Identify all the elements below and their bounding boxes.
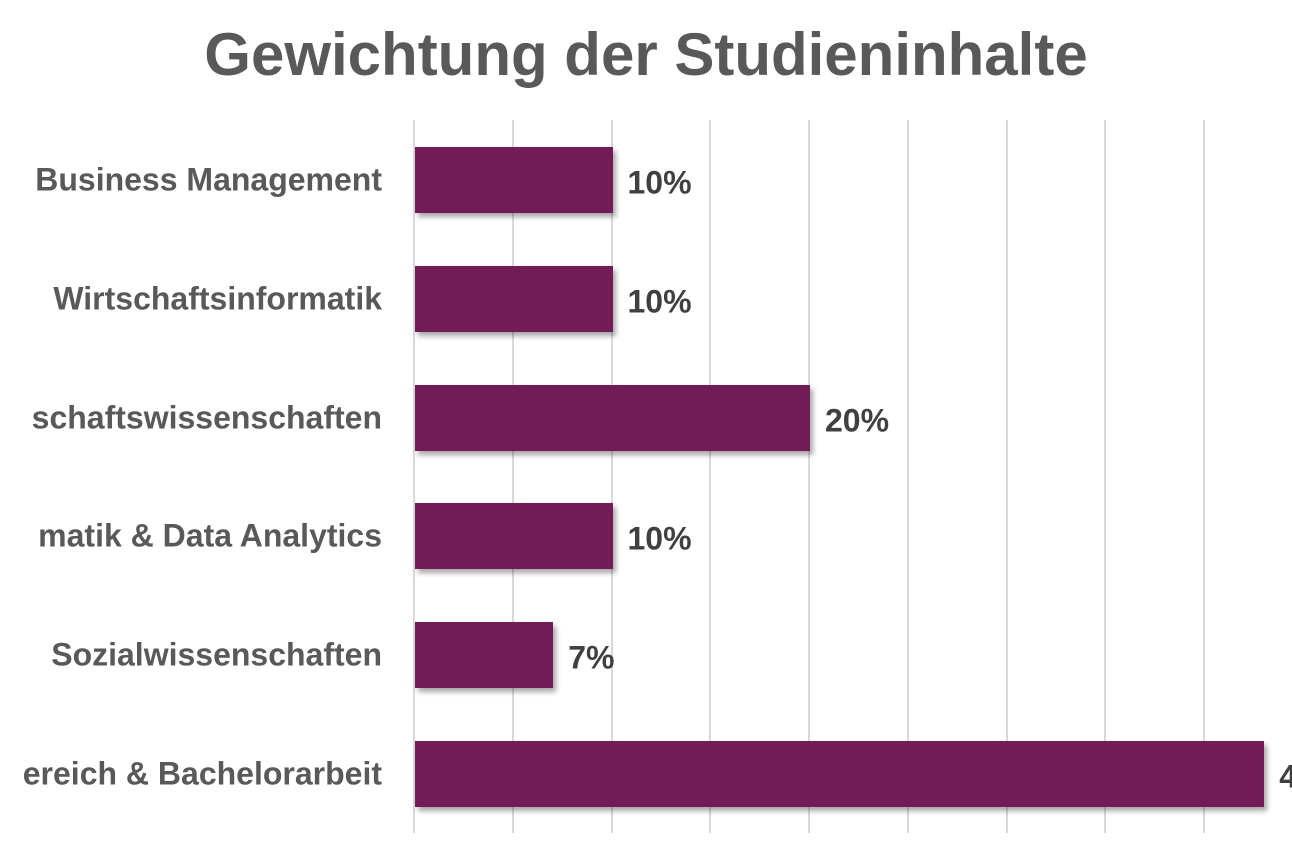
bar — [415, 503, 613, 570]
bar — [415, 741, 1265, 807]
value-label: 20% — [825, 402, 890, 439]
value-label: 10% — [627, 164, 692, 201]
category-label: schaftswissenschaften — [31, 399, 382, 436]
bar — [415, 147, 613, 213]
gridline — [511, 120, 514, 833]
bar — [415, 265, 613, 332]
chart-title: Gewichtung der Studieninhalte — [204, 21, 1088, 88]
category-label: matik & Data Analytics — [38, 517, 382, 554]
gridline — [709, 120, 712, 833]
gridline — [1104, 120, 1107, 833]
bar — [415, 622, 554, 689]
category-label: Business Management — [35, 161, 382, 198]
value-label: 7% — [568, 639, 615, 676]
category-label: Sozialwissenschaften — [51, 636, 382, 673]
gridline — [808, 120, 810, 833]
gridline — [906, 120, 909, 833]
gridline — [610, 120, 613, 833]
value-label: 4 — [1279, 758, 1292, 795]
gridline — [1203, 120, 1205, 833]
bar — [415, 384, 810, 451]
gridline — [413, 120, 415, 833]
value-label: 10% — [627, 283, 692, 320]
gridline — [1005, 120, 1008, 833]
value-label: 10% — [627, 520, 692, 557]
category-label: Wirtschaftsinformatik — [53, 280, 382, 317]
category-label: ereich & Bachelorarbeit — [22, 755, 382, 792]
